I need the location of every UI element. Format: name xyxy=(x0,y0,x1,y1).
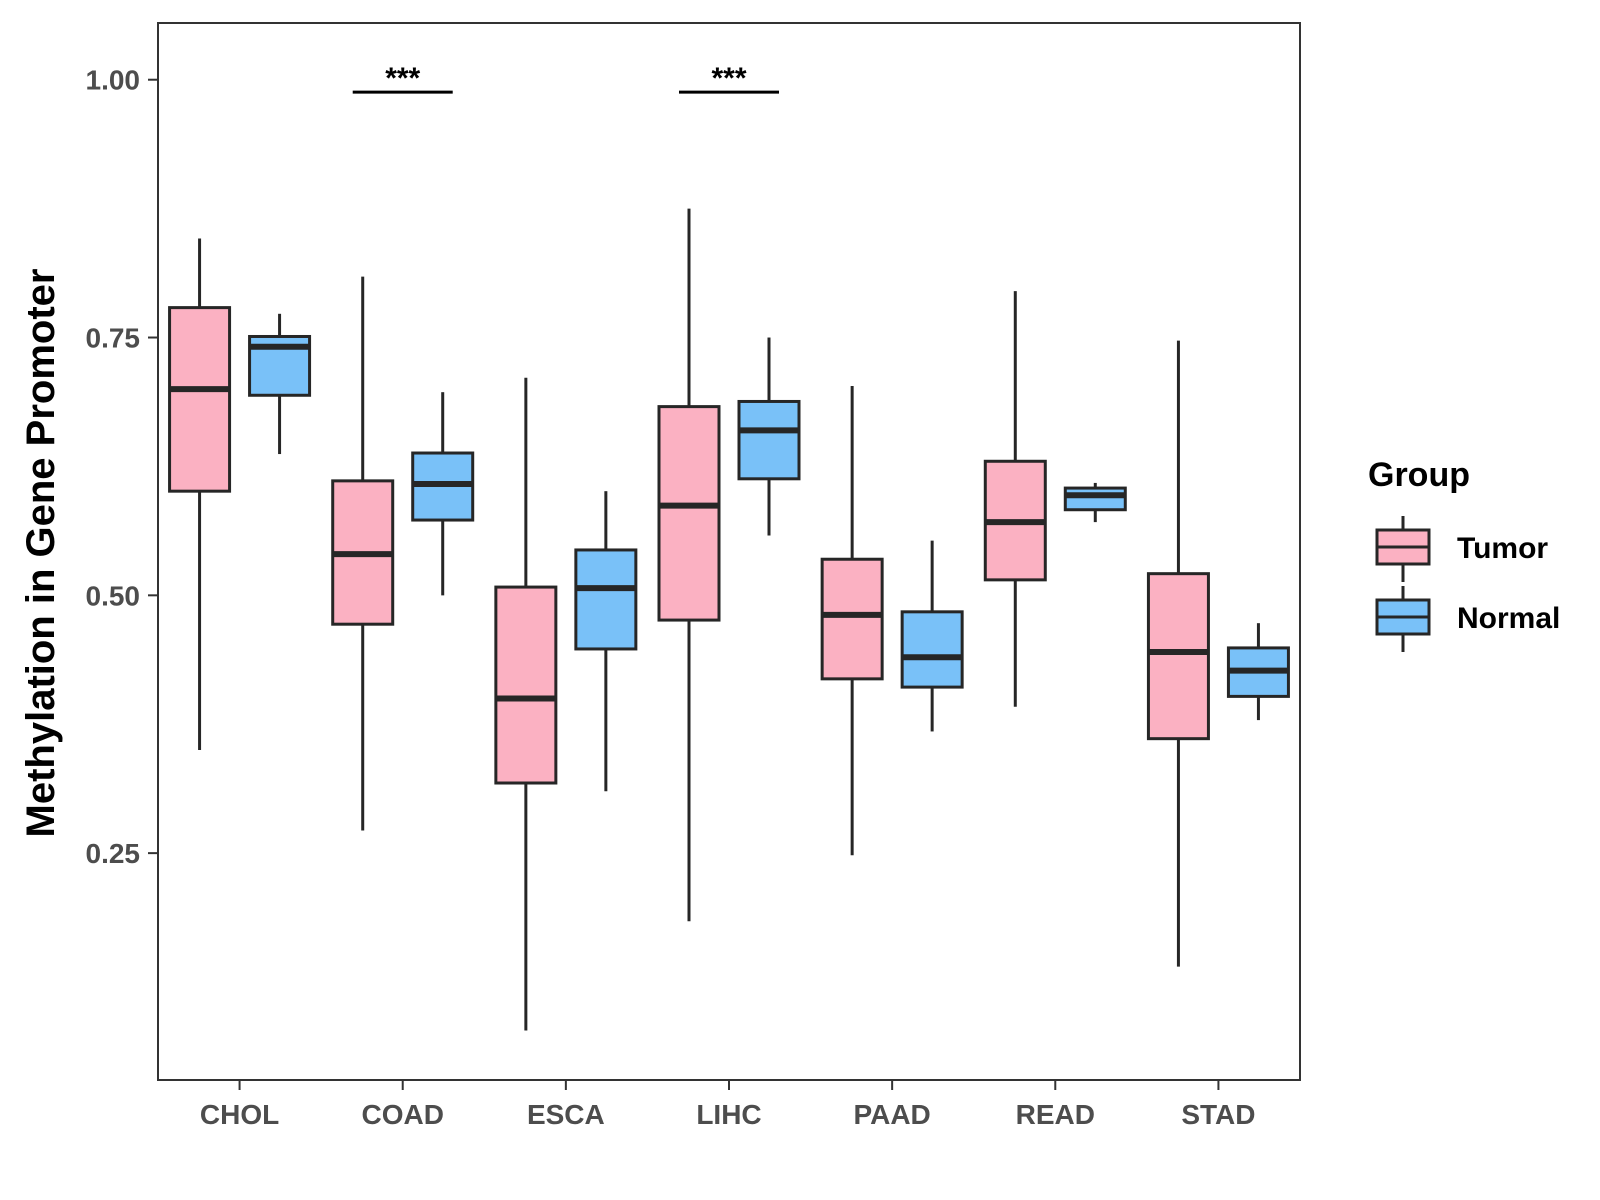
x-tick-label-lihc: LIHC xyxy=(696,1099,761,1130)
box-normal-stad xyxy=(1226,623,1290,721)
box-tumor-chol xyxy=(168,238,232,751)
legend-item-tumor: Tumor xyxy=(1375,516,1548,582)
y-axis-title: Methylation in Gene Promoter xyxy=(19,269,63,838)
box-tumor-coad xyxy=(331,276,395,831)
legend-label-normal: Normal xyxy=(1457,602,1560,635)
box-normal-esca xyxy=(574,491,638,792)
x-tick-label-paad: PAAD xyxy=(854,1099,931,1130)
iqr-box xyxy=(1146,572,1210,741)
legend: Group Tumor Normal xyxy=(1368,456,1560,652)
box-tumor-lihc xyxy=(657,208,721,922)
box-normal-lihc xyxy=(737,337,801,536)
box-normal-coad xyxy=(411,392,475,596)
y-tick-label: 0.75 xyxy=(86,323,141,354)
iqr-box xyxy=(574,548,638,651)
x-tick-label-coad: COAD xyxy=(361,1099,443,1130)
y-tick-label: 0.50 xyxy=(86,580,141,611)
legend-label-tumor: Tumor xyxy=(1457,532,1548,565)
y-tick-label: 0.25 xyxy=(86,838,141,869)
x-tick-label-read: READ xyxy=(1016,1099,1095,1130)
box-tumor-esca xyxy=(494,377,558,1031)
x-tick-label-esca: ESCA xyxy=(527,1099,605,1130)
legend-item-normal: Normal xyxy=(1375,586,1560,652)
iqr-box xyxy=(168,306,232,493)
x-axis: CHOL COAD ESCA LIHC PAAD READ STAD xyxy=(200,1080,1256,1130)
box-normal-paad xyxy=(900,540,964,732)
box-tumor-paad xyxy=(820,385,884,856)
box-normal-read xyxy=(1063,482,1127,523)
significance-annotations: *** *** xyxy=(352,62,779,95)
iqr-box xyxy=(1063,486,1127,512)
significance-label: *** xyxy=(385,62,420,95)
significance-label: *** xyxy=(711,62,746,95)
iqr-box xyxy=(900,610,964,689)
iqr-box xyxy=(657,405,721,622)
y-axis: 0.25 0.50 0.75 1.00 xyxy=(86,65,158,869)
legend-title: Group xyxy=(1368,456,1470,494)
iqr-box xyxy=(737,399,801,481)
iqr-box xyxy=(494,585,558,785)
plot-panel xyxy=(157,22,1301,1081)
y-tick-label: 1.00 xyxy=(86,65,141,96)
x-tick-label-stad: STAD xyxy=(1181,1099,1255,1130)
box-normal-chol xyxy=(248,313,312,455)
iqr-box xyxy=(820,557,884,681)
box-tumor-stad xyxy=(1146,340,1210,967)
boxes xyxy=(168,208,1290,1031)
x-tick-label-chol: CHOL xyxy=(200,1099,279,1130)
box-tumor-read xyxy=(983,291,1047,707)
